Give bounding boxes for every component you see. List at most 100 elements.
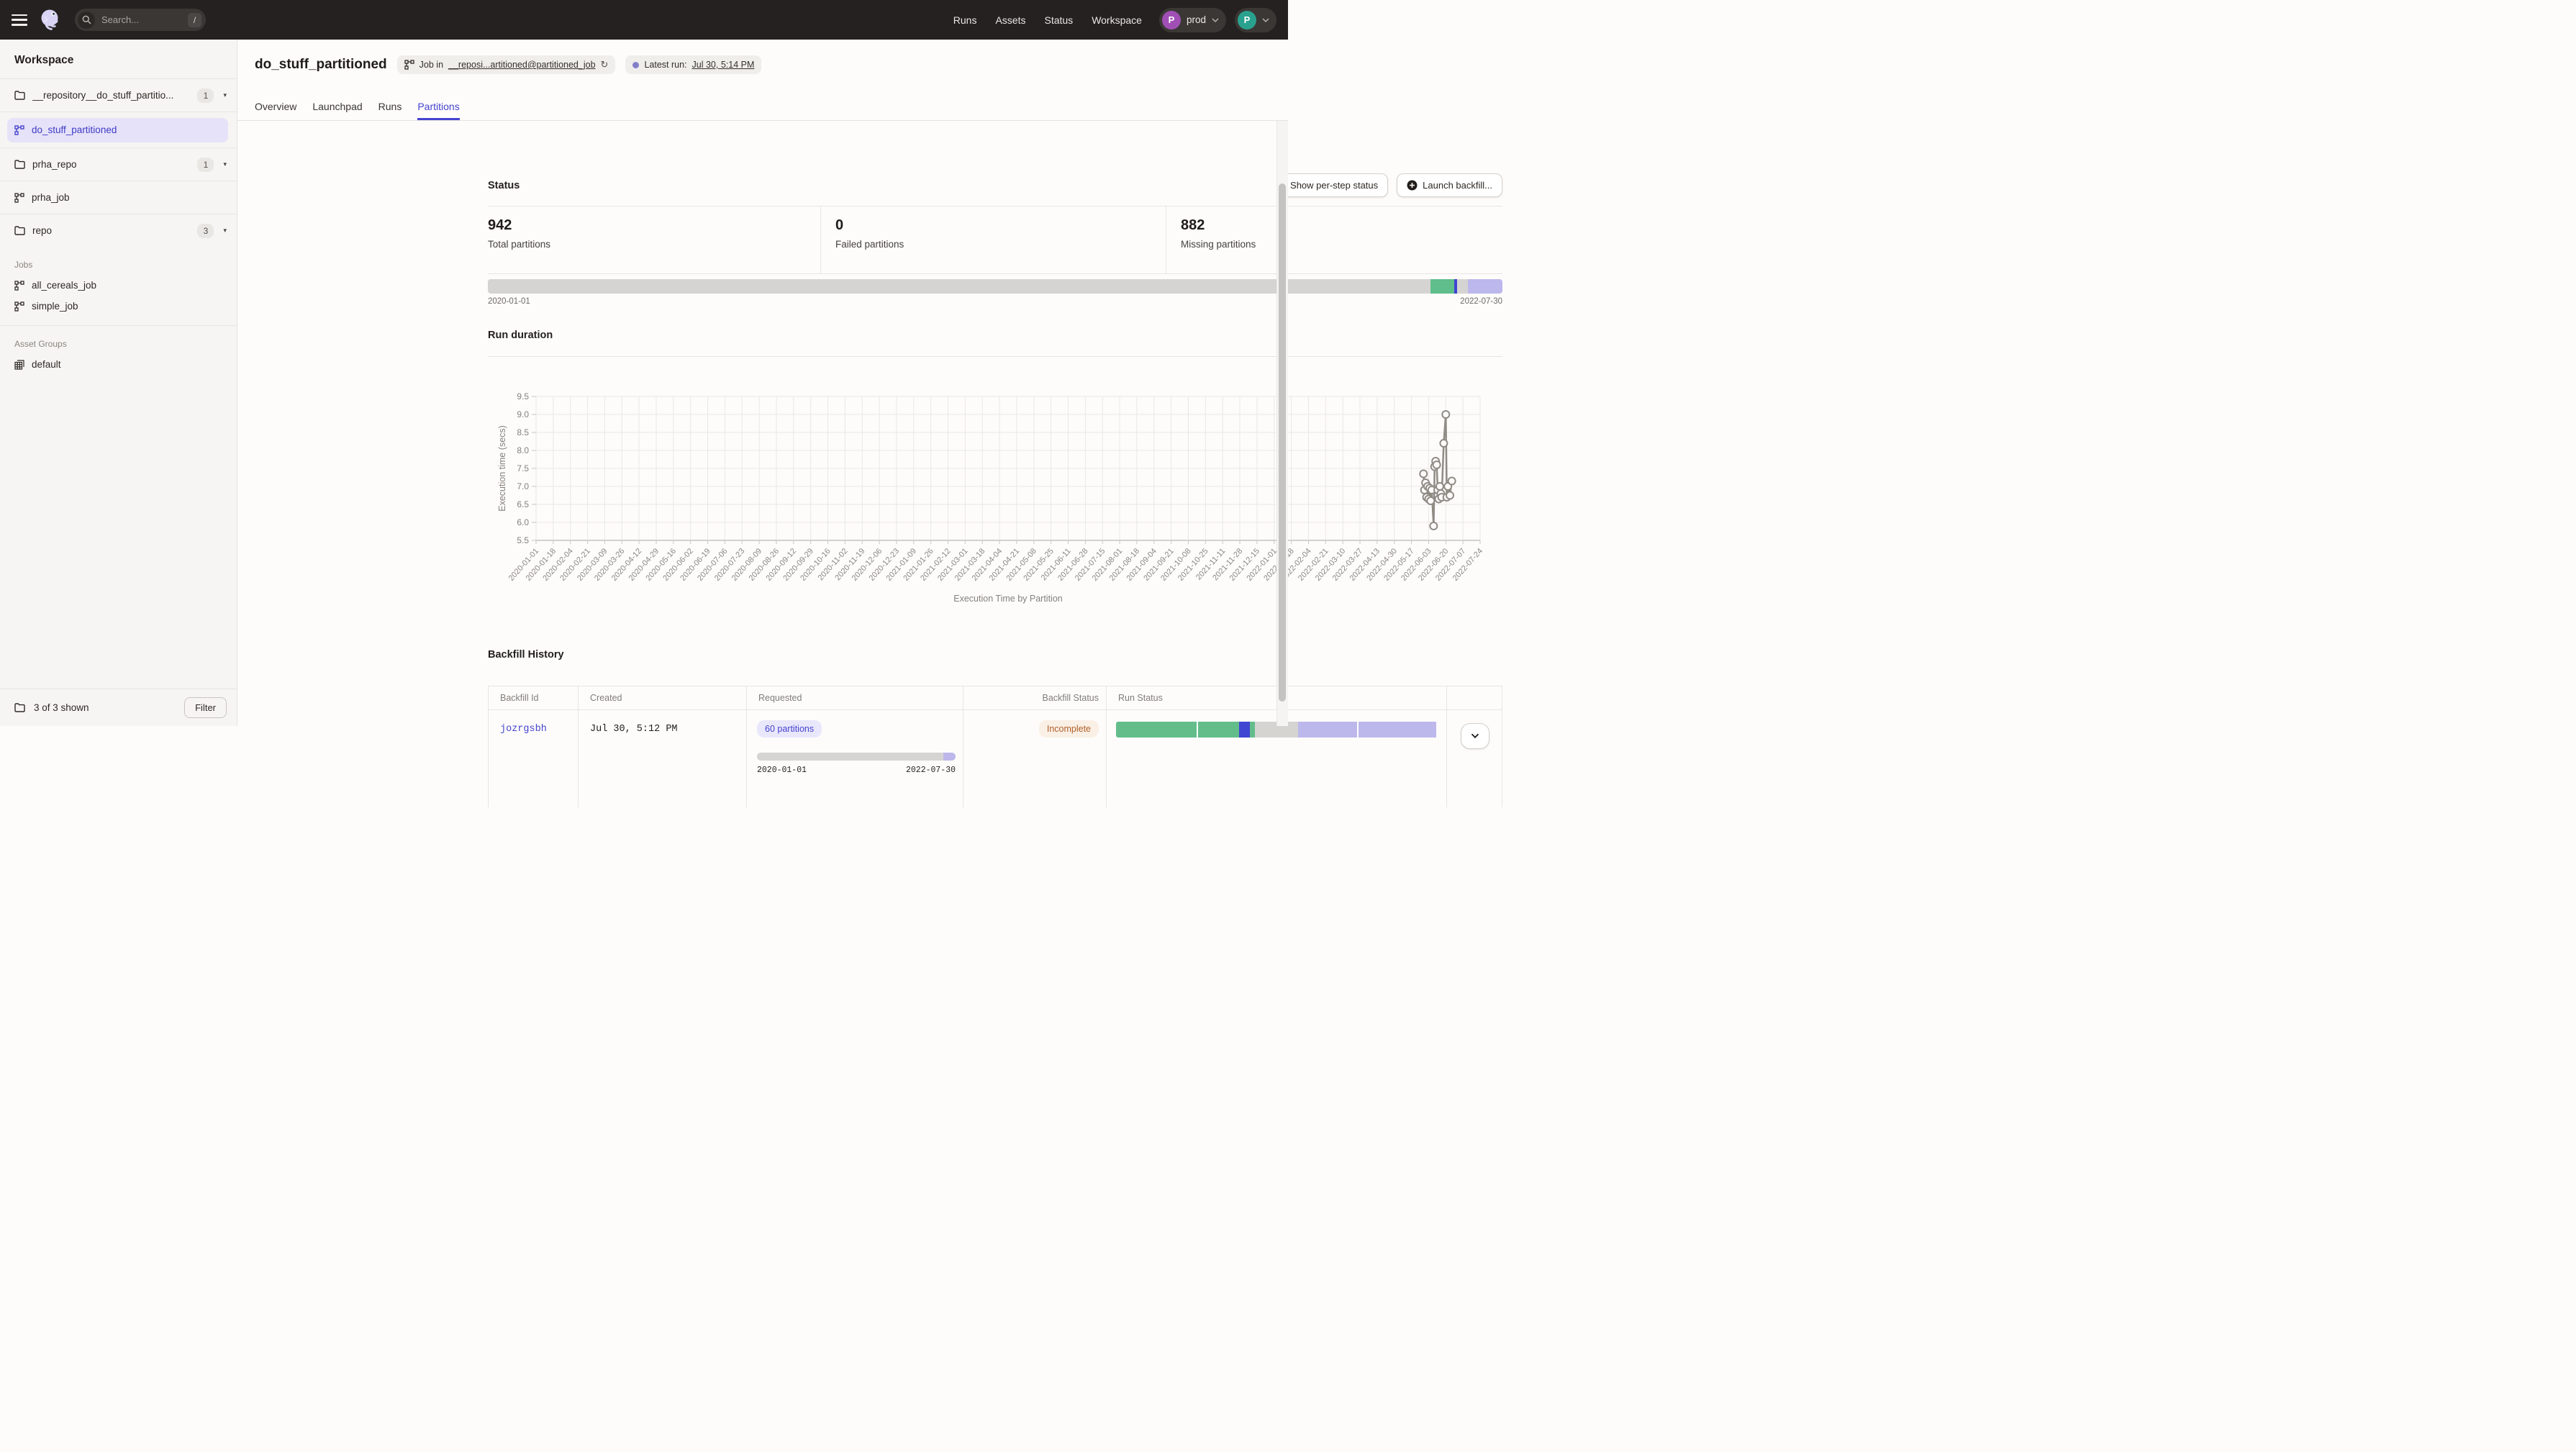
stat-value: 882	[1181, 217, 1502, 234]
svg-text:Execution Time by Partition: Execution Time by Partition	[953, 594, 1063, 604]
column-header-backfill-status: Backfill Status	[963, 686, 1107, 710]
job-tabs: Overview Launchpad Runs Partitions	[255, 101, 460, 120]
user-avatar: P	[1238, 11, 1256, 30]
svg-text:Execution time (secs): Execution time (secs)	[497, 425, 507, 511]
bar-segment-success	[1430, 279, 1454, 294]
job-origin-tag: Job in __reposi...artitioned@partitioned…	[397, 55, 616, 74]
chevron-down-icon	[1212, 18, 1219, 22]
nav-link-status[interactable]: Status	[1044, 14, 1073, 26]
repo-count-label: 3 of 3 shown	[34, 702, 177, 713]
nav-link-workspace[interactable]: Workspace	[1092, 14, 1142, 26]
job-count-badge: 1	[197, 158, 214, 172]
main-scrollbar[interactable]	[1276, 121, 1288, 726]
run-status-dot-icon	[632, 62, 639, 68]
top-navbar: Search... / Runs Assets Status Workspace P …	[0, 0, 1288, 40]
sidebar-item-prha-job[interactable]: prha_job	[0, 181, 237, 214]
tab-runs[interactable]: Runs	[378, 101, 402, 120]
svg-text:8.5: 8.5	[517, 427, 529, 437]
bar-segment-missing	[488, 279, 1430, 294]
svg-text:6.0: 6.0	[517, 517, 529, 527]
chevron-down-icon[interactable]: ▾	[223, 161, 227, 168]
partition-status-bar[interactable]	[488, 279, 1502, 294]
bar-segment-queued	[1298, 722, 1357, 738]
sidebar-item-repository-do-stuff-partitio[interactable]: __repository__do_stuff_partitio...1▾	[0, 78, 237, 112]
sidebar-item-do-stuff-partitioned: do_stuff_partitioned	[0, 112, 237, 148]
backfill-requested-cell: 60 partitions 2020-01-01 2022-07-30	[747, 710, 963, 807]
tab-launchpad[interactable]: Launchpad	[312, 101, 362, 120]
backfill-status-badge: Incomplete	[1039, 720, 1099, 738]
stat-missing-partitions: 882Missing partitions	[1166, 207, 1502, 273]
asset-group-icon	[14, 360, 24, 370]
sidebar-item-repo[interactable]: repo3▾	[0, 214, 237, 247]
tab-overview[interactable]: Overview	[255, 101, 296, 120]
tab-partitions[interactable]: Partitions	[417, 101, 459, 120]
backfill-table: Backfill IdCreatedRequestedBackfill Stat…	[488, 686, 1502, 807]
show-per-step-status-button[interactable]: Show per-step status	[1280, 173, 1388, 197]
stat-value: 942	[488, 217, 820, 234]
job-origin-link[interactable]: __reposi...artitioned@partitioned_job	[448, 60, 596, 70]
chevron-down-icon[interactable]: ▾	[223, 227, 227, 235]
partition-range-start: 2020-01-01	[488, 297, 530, 306]
sidebar-job-label: simple_job	[32, 301, 78, 312]
svg-text:9.0: 9.0	[517, 409, 529, 419]
svg-text:7.0: 7.0	[517, 481, 529, 491]
search-shortcut-key: /	[188, 13, 201, 27]
hamburger-menu-icon[interactable]	[12, 14, 27, 26]
bar-segment-missing	[1457, 279, 1468, 294]
folder-icon	[14, 226, 25, 235]
partitions-content: Status Show per-step status Launch backf…	[488, 160, 1502, 807]
stat-failed-partitions: 0Failed partitions	[820, 207, 1166, 273]
deployment-label: prod	[1187, 14, 1206, 25]
deployment-avatar: P	[1162, 11, 1181, 30]
sidebar-item-prha-repo[interactable]: prha_repo1▾	[0, 148, 237, 181]
job-icon	[404, 60, 414, 70]
search-icon	[78, 12, 95, 29]
sidebar-footer: 3 of 3 shown Filter	[0, 689, 237, 726]
expand-row-button[interactable]	[1461, 723, 1489, 749]
run-duration-heading: Run duration	[488, 330, 1502, 341]
latest-run-link[interactable]: Jul 30, 5:14 PM	[692, 60, 755, 70]
run-duration-chart: 2020-01-012020-01-182020-02-042020-02-21…	[488, 361, 1502, 613]
folder-icon	[14, 703, 25, 712]
requested-partitions-chip[interactable]: 60 partitions	[757, 720, 822, 738]
folder-icon	[14, 160, 25, 169]
dagster-logo-icon[interactable]	[37, 7, 63, 33]
status-heading: Status	[488, 180, 520, 191]
backfill-id-link[interactable]: jozrgsbh	[489, 724, 547, 735]
jobs-section-label: Jobs	[0, 247, 237, 275]
sidebar-item-label: do_stuff_partitioned	[32, 124, 117, 135]
launch-backfill-button[interactable]: Launch backfill...	[1397, 173, 1502, 197]
backfill-created-value: Jul 30, 5:12 PM	[579, 724, 746, 735]
sidebar-item-selected[interactable]: do_stuff_partitioned	[7, 118, 228, 142]
partition-range-end: 2022-07-30	[1460, 297, 1502, 306]
backfill-created-cell: Jul 30, 5:12 PM	[579, 710, 747, 807]
chevron-down-icon[interactable]: ▾	[223, 92, 227, 99]
column-header-backfill-id: Backfill Id	[489, 686, 579, 710]
deployment-switcher[interactable]: P prod	[1159, 8, 1226, 32]
sidebar-job-all-cereals-job[interactable]: all_cereals_job	[0, 275, 237, 296]
bar-segment-other	[757, 753, 943, 761]
partition-stats: 942Total partitions0Failed partitions882…	[488, 206, 1502, 274]
sidebar-asset-group-default[interactable]: default	[0, 354, 237, 375]
nav-link-assets[interactable]: Assets	[995, 14, 1025, 26]
sidebar-item-label: repo	[32, 225, 197, 236]
folder-icon	[14, 91, 25, 100]
bar-segment-success	[1197, 722, 1239, 738]
stat-label: Total partitions	[488, 239, 820, 250]
stat-value: 0	[835, 217, 1166, 234]
scrollbar-thumb[interactable]	[1279, 183, 1286, 702]
job-header: do_stuff_partitioned Job in __reposi...a…	[237, 40, 1288, 121]
sidebar-item-label: __repository__do_stuff_partitio...	[32, 90, 197, 101]
refresh-icon[interactable]: ↻	[601, 60, 609, 71]
search-input[interactable]: Search... /	[75, 9, 206, 31]
user-menu[interactable]: P	[1235, 8, 1276, 32]
filter-button[interactable]: Filter	[184, 697, 227, 718]
nav-link-runs[interactable]: Runs	[953, 14, 977, 26]
backfill-id-cell: jozrgsbh	[489, 710, 579, 807]
sidebar-job-simple-job[interactable]: simple_job	[0, 296, 237, 317]
bar-segment-success	[1250, 722, 1255, 738]
svg-text:9.5: 9.5	[517, 391, 529, 401]
chevron-down-icon	[1262, 18, 1269, 22]
bar-segment-success	[1116, 722, 1197, 738]
latest-run-tag: Latest run: Jul 30, 5:14 PM	[625, 55, 761, 74]
